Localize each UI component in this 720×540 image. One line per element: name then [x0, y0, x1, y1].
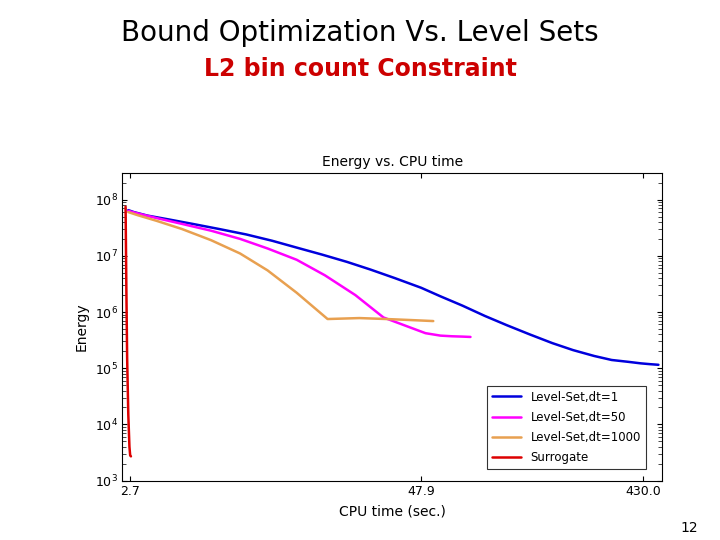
Level-Set,dt=1 [268, 238, 276, 244]
Level-Set,dt=1 [481, 313, 490, 319]
Level-Set,dt=50 [351, 292, 360, 298]
Level-Set,dt=50 [292, 256, 301, 263]
Line: Level-Set,dt=50: Level-Set,dt=50 [128, 211, 470, 337]
Surrogate [122, 286, 131, 293]
Level-Set,dt=1000 [264, 267, 272, 274]
Line: Level-Set,dt=1000: Level-Set,dt=1000 [128, 212, 433, 321]
Level-Set,dt=1000 [133, 212, 142, 218]
Level-Set,dt=1 [590, 353, 598, 359]
Level-Set,dt=1000 [235, 250, 244, 256]
Level-Set,dt=1000 [323, 316, 332, 322]
Level-Set,dt=50 [124, 208, 132, 214]
Level-Set,dt=50 [436, 333, 445, 339]
Level-Set,dt=50 [152, 215, 161, 221]
Surrogate [121, 204, 130, 210]
Y-axis label: Energy: Energy [75, 302, 89, 351]
Level-Set,dt=1 [654, 362, 662, 368]
Level-Set,dt=50 [466, 334, 474, 340]
Level-Set,dt=1 [608, 357, 616, 363]
Level-Set,dt=50 [207, 227, 215, 234]
Level-Set,dt=1 [188, 221, 197, 227]
Text: L2 bin count Constraint: L2 bin count Constraint [204, 57, 516, 80]
Level-Set,dt=50 [379, 314, 388, 321]
Level-Set,dt=1000 [406, 317, 415, 323]
Legend: Level-Set,dt=1, Level-Set,dt=50, Level-Set,dt=1000, Surrogate: Level-Set,dt=1, Level-Set,dt=50, Level-S… [487, 386, 646, 469]
Level-Set,dt=50 [458, 333, 467, 340]
Surrogate [124, 411, 132, 418]
Level-Set,dt=1000 [178, 226, 186, 232]
Level-Set,dt=1 [143, 212, 152, 219]
Level-Set,dt=1 [624, 359, 632, 365]
Surrogate [123, 355, 132, 362]
Level-Set,dt=1000 [152, 218, 161, 224]
Surrogate [126, 452, 135, 458]
Level-Set,dt=1000 [124, 209, 132, 215]
Level-Set,dt=50 [178, 221, 186, 227]
Text: 12: 12 [681, 521, 698, 535]
Surrogate [125, 443, 134, 450]
Level-Set,dt=1000 [382, 316, 391, 322]
Surrogate [127, 453, 135, 460]
Level-Set,dt=1 [636, 360, 645, 367]
Level-Set,dt=50 [320, 272, 329, 279]
Level-Set,dt=1 [343, 259, 351, 265]
Level-Set,dt=1000 [429, 318, 438, 325]
Level-Set,dt=1 [548, 340, 557, 346]
Level-Set,dt=1 [458, 302, 467, 309]
Level-Set,dt=1 [503, 322, 511, 328]
Level-Set,dt=1 [526, 331, 534, 338]
Level-Set,dt=1 [366, 266, 374, 273]
Level-Set,dt=1 [391, 275, 400, 281]
Line: Surrogate: Surrogate [125, 207, 131, 456]
Level-Set,dt=1 [436, 293, 445, 300]
Line: Level-Set,dt=1: Level-Set,dt=1 [128, 210, 658, 365]
Level-Set,dt=1000 [292, 289, 301, 296]
Level-Set,dt=50 [403, 323, 412, 330]
Level-Set,dt=1000 [421, 318, 430, 324]
Level-Set,dt=1 [646, 361, 654, 367]
Level-Set,dt=1 [130, 209, 138, 215]
Level-Set,dt=1 [318, 252, 326, 258]
X-axis label: CPU time (sec.): CPU time (sec.) [339, 504, 446, 518]
Level-Set,dt=50 [235, 235, 244, 242]
Level-Set,dt=1 [242, 231, 251, 238]
Level-Set,dt=50 [421, 330, 430, 336]
Level-Set,dt=50 [133, 210, 142, 217]
Level-Set,dt=1 [215, 226, 223, 232]
Title: Energy vs. CPU time: Energy vs. CPU time [322, 155, 463, 169]
Level-Set,dt=1 [166, 217, 174, 223]
Level-Set,dt=50 [264, 245, 272, 252]
Level-Set,dt=1 [569, 347, 577, 353]
Level-Set,dt=1 [417, 285, 426, 291]
Level-Set,dt=1 [124, 207, 132, 213]
Level-Set,dt=50 [448, 333, 456, 340]
Level-Set,dt=1 [292, 245, 301, 251]
Text: Bound Optimization Vs. Level Sets: Bound Optimization Vs. Level Sets [121, 19, 599, 47]
Level-Set,dt=1000 [207, 237, 215, 244]
Level-Set,dt=1000 [355, 315, 364, 321]
